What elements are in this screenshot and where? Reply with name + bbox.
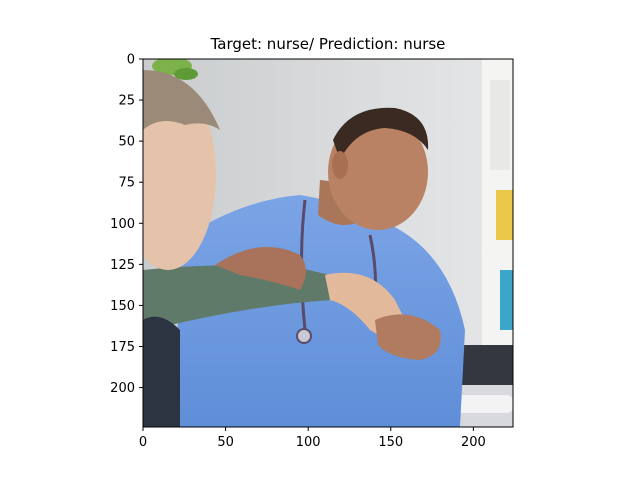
- chart-title: Target: nurse/ Prediction: nurse: [210, 35, 446, 53]
- x-tick-label: 200: [461, 435, 486, 450]
- x-tick-label: 50: [217, 435, 234, 450]
- x-tick-label: 100: [296, 435, 321, 450]
- y-tick-label: 100: [110, 217, 135, 232]
- x-tick-label: 150: [378, 435, 403, 450]
- photo-image: [143, 59, 513, 427]
- yellow-binder: [496, 190, 513, 240]
- nurse-hand-left: [215, 247, 306, 290]
- y-tick-label: 125: [110, 258, 135, 273]
- y-axis: 0 25 50 75 100 125 150 175 200: [110, 53, 143, 396]
- y-tick-label: 150: [110, 299, 135, 314]
- patient-hair: [143, 70, 220, 130]
- y-tick-label: 75: [118, 176, 135, 191]
- axes-frame: [142, 58, 514, 428]
- x-axis: 0 50 100 150 200: [139, 427, 486, 450]
- nurse-hand-right: [375, 314, 441, 360]
- patient-head: [143, 80, 216, 270]
- y-tick-label: 50: [118, 135, 135, 150]
- y-tick-label: 25: [118, 94, 135, 109]
- blue-binder: [500, 270, 513, 330]
- nurse-head: [328, 114, 428, 230]
- x-tick-label: 0: [139, 435, 147, 450]
- nurse-hair: [333, 107, 429, 160]
- y-tick-label: 175: [110, 340, 135, 355]
- y-tick-label: 200: [110, 381, 135, 396]
- y-tick-label: 0: [127, 53, 135, 68]
